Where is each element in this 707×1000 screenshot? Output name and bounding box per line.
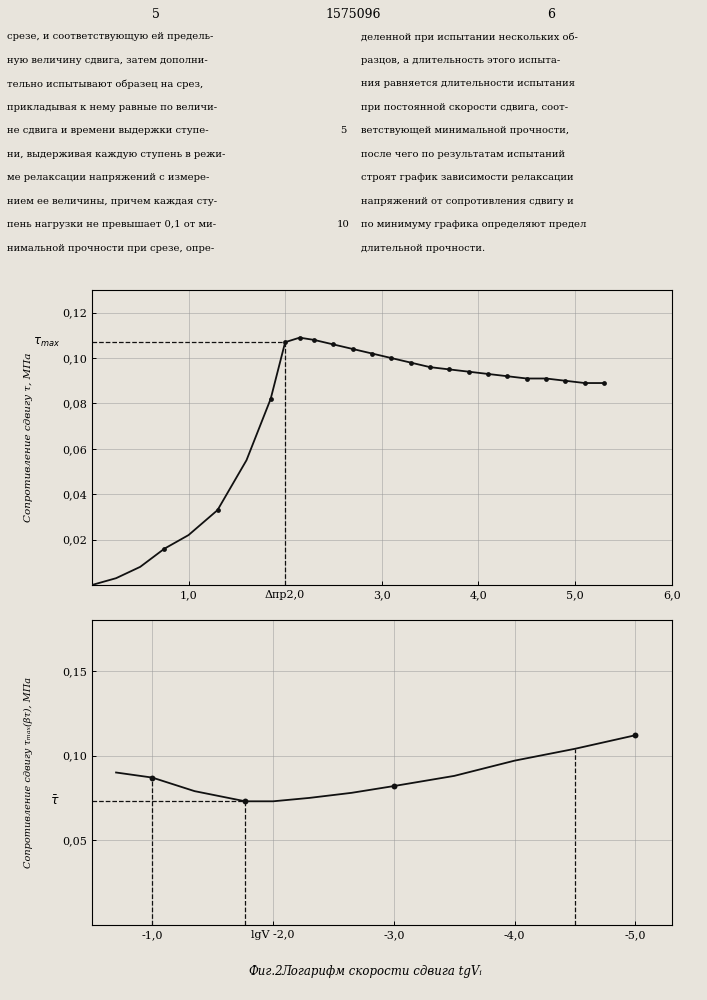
Text: срезе, и соответствующую ей предель-: срезе, и соответствующую ей предель- xyxy=(7,32,214,41)
Point xyxy=(388,778,399,794)
Text: 5: 5 xyxy=(339,126,346,135)
Point xyxy=(540,370,551,386)
Text: Сопротивление сдвигу τ, МПа: Сопротивление сдвигу τ, МПа xyxy=(23,353,33,522)
Text: Логарифм скорости сдвига tgVᵢ: Логарифм скорости сдвига tgVᵢ xyxy=(281,965,482,978)
Point xyxy=(347,341,358,357)
Text: $\bar{\tau}$: $\bar{\tau}$ xyxy=(50,795,60,808)
Text: Фиг.2: Фиг.2 xyxy=(249,965,283,978)
Point xyxy=(405,355,416,371)
Text: нимальной прочности при срезе, опре-: нимальной прочности при срезе, опре- xyxy=(7,244,214,253)
Text: ме релаксации напряжений с измере-: ме релаксации напряжений с измере- xyxy=(7,173,209,182)
Point xyxy=(630,727,641,743)
Point xyxy=(328,336,339,352)
Point xyxy=(366,346,378,362)
Point xyxy=(212,502,223,518)
Point xyxy=(444,361,455,377)
Text: строят график зависимости релаксации: строят график зависимости релаксации xyxy=(361,173,573,182)
Point xyxy=(308,332,320,348)
Point xyxy=(158,541,170,557)
Point xyxy=(146,770,158,786)
Text: ветствующей минимальной прочности,: ветствующей минимальной прочности, xyxy=(361,126,568,135)
Text: ни, выдерживая каждую ступень в режи-: ни, выдерживая каждую ступень в режи- xyxy=(7,150,226,159)
Text: Фиг.1: Фиг.1 xyxy=(237,626,271,639)
Point xyxy=(579,375,590,391)
Text: ния равняется длительности испытания: ния равняется длительности испытания xyxy=(361,79,575,88)
Text: ную величину сдвига, затем дополни-: ную величину сдвига, затем дополни- xyxy=(7,56,208,65)
Text: $\tau_{max}$: $\tau_{max}$ xyxy=(33,336,60,349)
Point xyxy=(560,373,571,389)
Point xyxy=(294,330,305,346)
Point xyxy=(386,350,397,366)
Text: деленной при испытании нескольких об-: деленной при испытании нескольких об- xyxy=(361,32,578,42)
Text: не сдвига и времени выдержки ступе-: не сдвига и времени выдержки ступе- xyxy=(7,126,209,135)
Text: 1575096: 1575096 xyxy=(326,8,381,21)
Text: Деформация Δ,мм: Деформация Δ,мм xyxy=(451,626,568,639)
Point xyxy=(598,375,609,391)
Text: разцов, а длительность этого испыта-: разцов, а длительность этого испыта- xyxy=(361,56,560,65)
Point xyxy=(240,793,251,809)
Text: по минимуму графика определяют предел: по минимуму графика определяют предел xyxy=(361,220,586,229)
Text: длительной прочности.: длительной прочности. xyxy=(361,244,485,253)
Text: Сопротивление сдвигу τₘₐₓ(βτ), МПа: Сопротивление сдвигу τₘₐₓ(βτ), МПа xyxy=(23,677,33,868)
Text: нием ее величины, причем каждая сту-: нием ее величины, причем каждая сту- xyxy=(7,197,217,206)
Text: 10: 10 xyxy=(337,220,349,229)
Text: напряжений от сопротивления сдвигу и: напряжений от сопротивления сдвигу и xyxy=(361,197,573,206)
Text: 5: 5 xyxy=(151,8,160,21)
Text: 6: 6 xyxy=(547,8,556,21)
Text: тельно испытывают образец на срез,: тельно испытывают образец на срез, xyxy=(7,79,204,89)
Text: при постоянной скорости сдвига, соот-: при постоянной скорости сдвига, соот- xyxy=(361,103,568,112)
Point xyxy=(482,366,493,382)
Point xyxy=(463,364,474,380)
Text: прикладывая к нему равные по величи-: прикладывая к нему равные по величи- xyxy=(7,103,217,112)
Point xyxy=(424,359,436,375)
Point xyxy=(521,370,532,386)
Text: после чего по результатам испытаний: после чего по результатам испытаний xyxy=(361,150,565,159)
Point xyxy=(502,368,513,384)
Point xyxy=(265,391,276,407)
Point xyxy=(279,334,291,350)
Text: пень нагрузки не превышает 0,1 от ми-: пень нагрузки не превышает 0,1 от ми- xyxy=(7,220,216,229)
